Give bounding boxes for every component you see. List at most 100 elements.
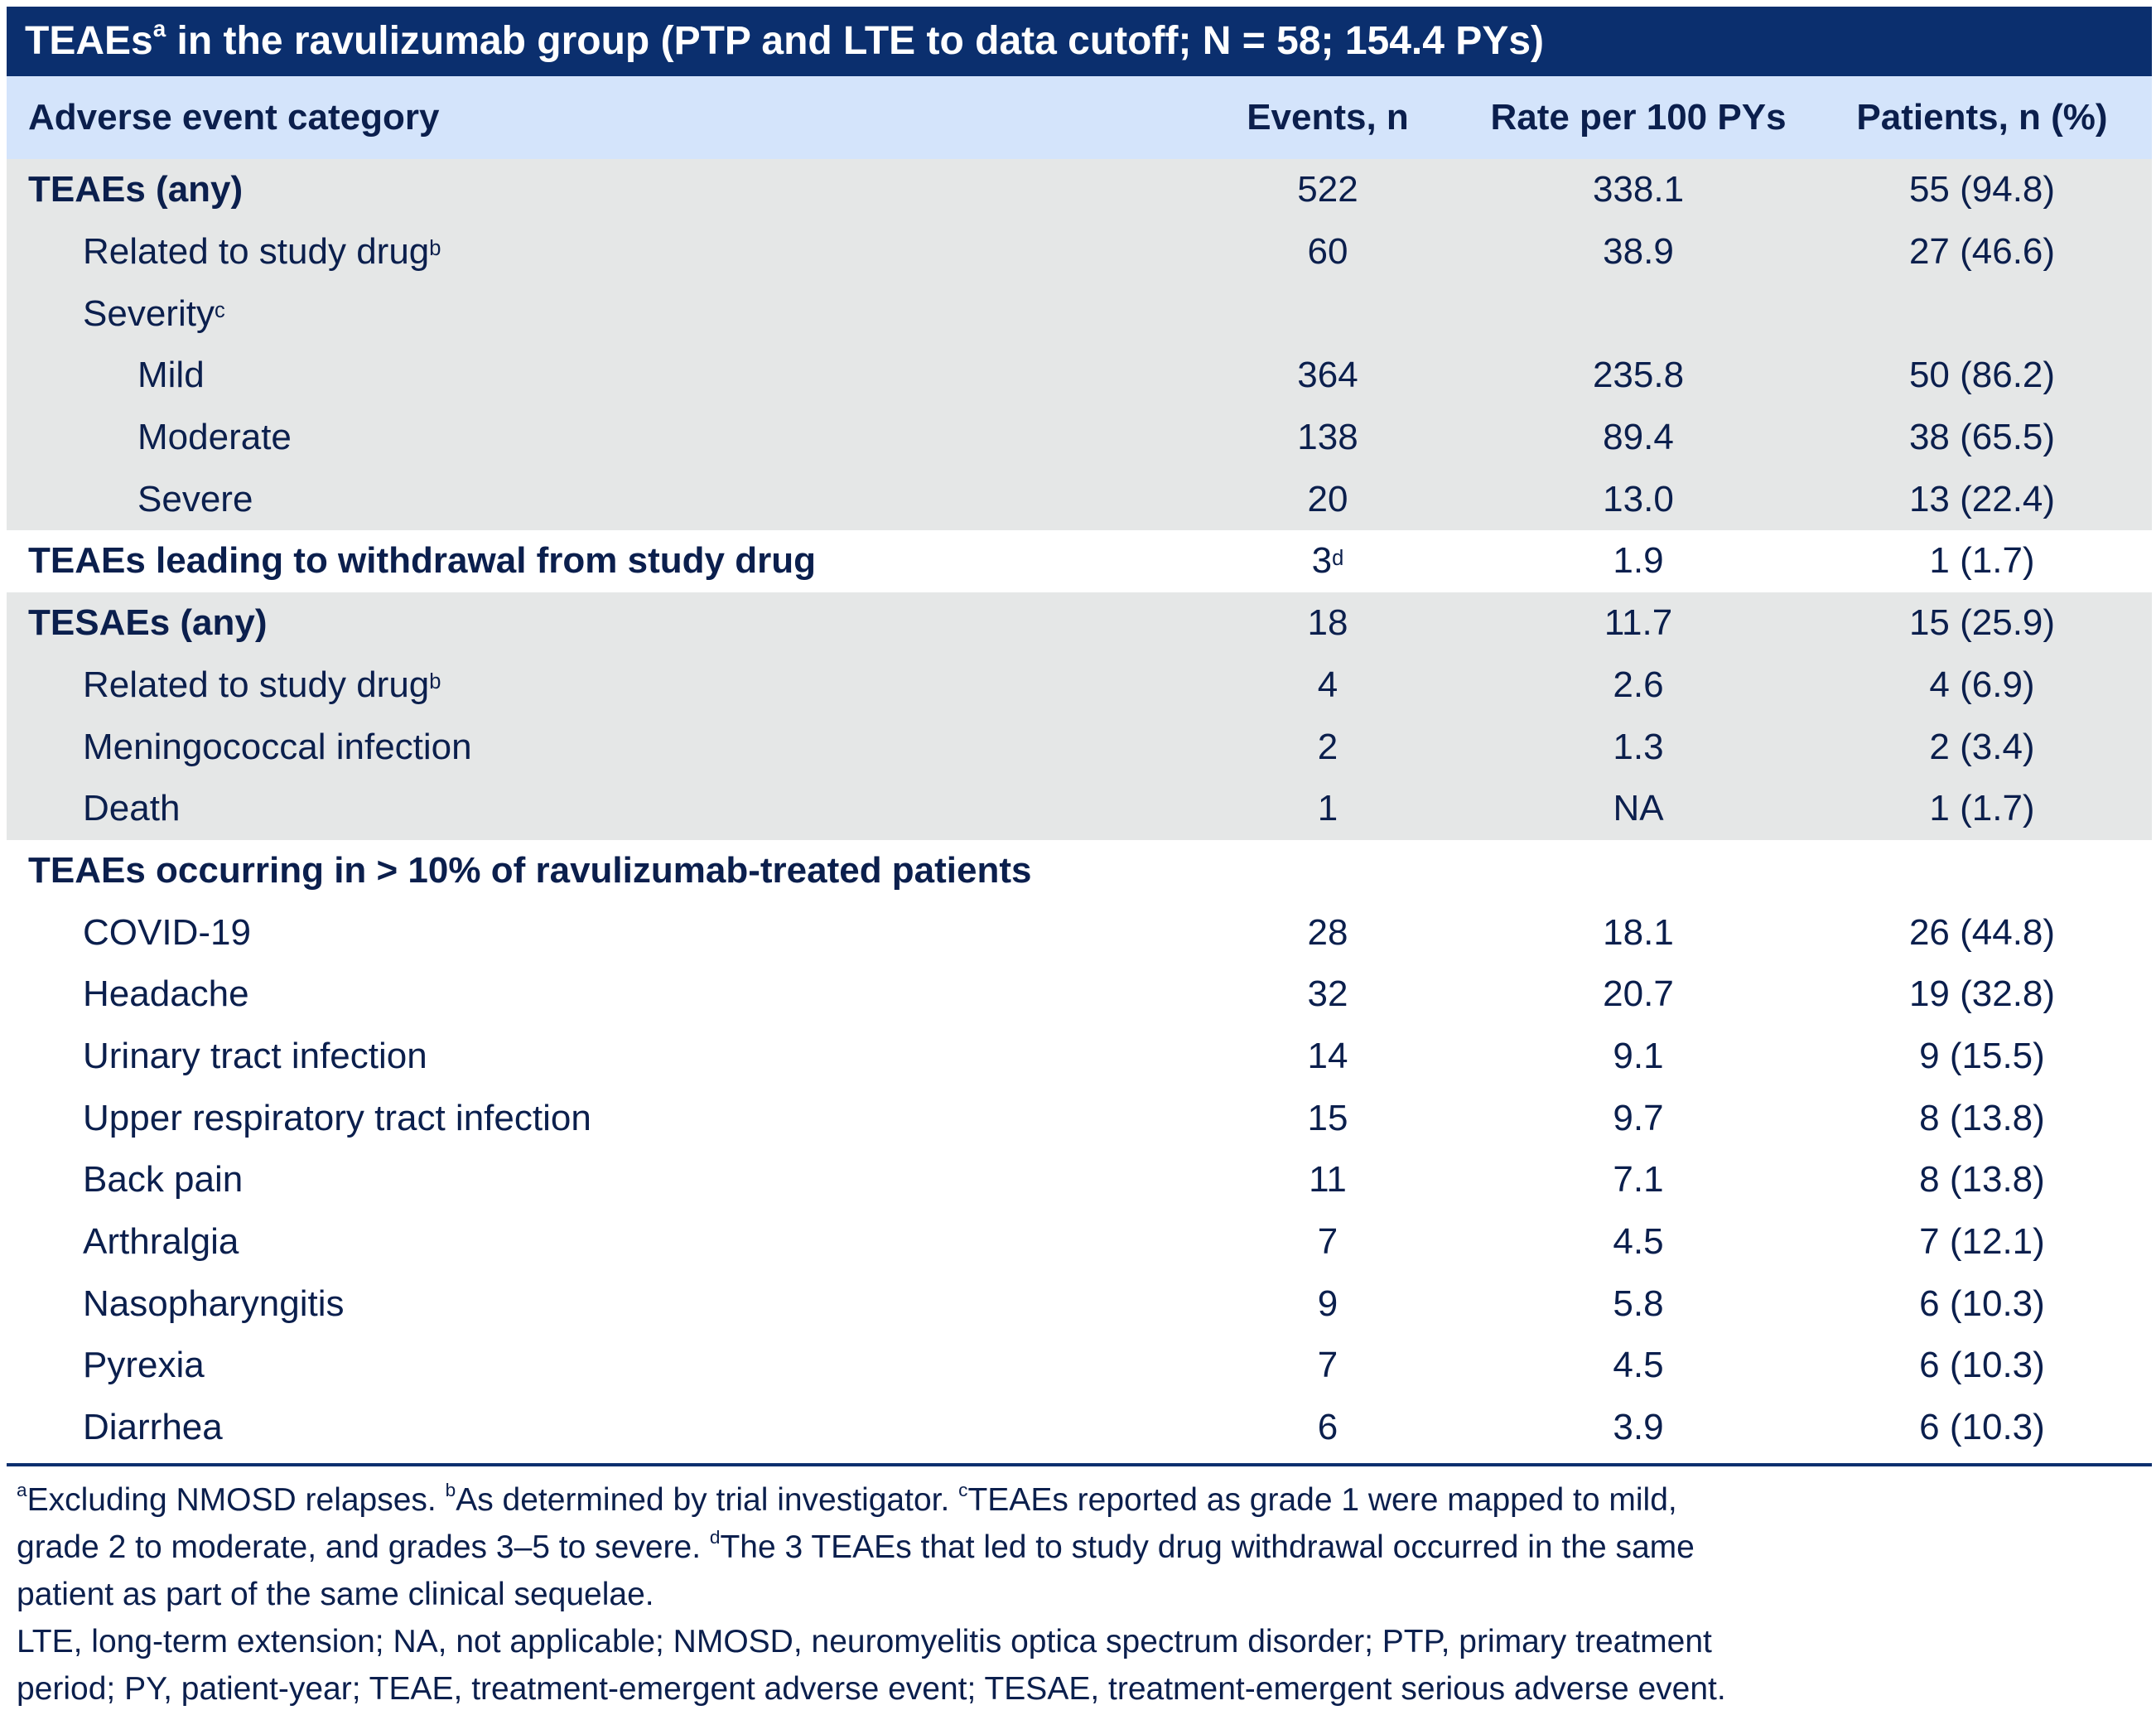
events-value: 1 — [1317, 788, 1338, 829]
row-label: TEAEs leading to withdrawal from study d… — [28, 530, 816, 592]
cell-patients: 6 (10.3) — [1919, 1283, 2045, 1324]
cell-patients: 1 (1.7) — [1929, 788, 2035, 829]
cell-patients: 4 (6.9) — [1929, 664, 2035, 705]
cell-rate: 11.7 — [1604, 602, 1673, 644]
cell-rate: 89.4 — [1603, 417, 1674, 458]
cell-patients: 9 (15.5) — [1919, 1035, 2045, 1076]
events-value: 20 — [1307, 478, 1348, 519]
events-value: 7 — [1317, 1221, 1338, 1263]
events-value: 522 — [1297, 169, 1358, 210]
row-label: TEAEs (any) — [28, 159, 243, 221]
header-rate: Rate per 100 PYs — [1490, 97, 1787, 138]
column-header-row: Adverse event category Events, n Rate pe… — [7, 76, 2152, 159]
row-label: Severity c — [83, 292, 225, 334]
cell-rate: 20.7 — [1603, 973, 1674, 1015]
cell-events: 522 — [1191, 159, 1464, 221]
table-figure: TEAEsa in the ravulizumab group (PTP and… — [7, 7, 2152, 1713]
cell-patients: 1 (1.7) — [1929, 540, 2035, 582]
table-row: COVID-19 28 18.1 26 (44.8) — [7, 901, 2152, 964]
row-label: Severe — [137, 468, 253, 530]
table-row: Pyrexia 7 4.5 6 (10.3) — [7, 1335, 2152, 1397]
cell-patients: 8 (13.8) — [1919, 1097, 2045, 1138]
cell-rate: 4.5 — [1613, 1345, 1664, 1386]
cell-patients: 55 (94.8) — [1908, 169, 2056, 210]
table-row: Nasopharyngitis 9 5.8 6 (10.3) — [7, 1273, 2152, 1335]
row-label: Arthralgia — [83, 1211, 239, 1273]
table-row: Moderate 138 89.4 38 (65.5) — [7, 406, 2152, 469]
events-value: 15 — [1307, 1097, 1348, 1138]
cell-rate: NA — [1613, 788, 1664, 829]
row-label-text: Headache — [83, 973, 249, 1015]
events-value: 364 — [1297, 355, 1358, 396]
row-label: Urinary tract infection — [83, 1026, 427, 1088]
cell-rate: 9.7 — [1613, 1097, 1664, 1138]
row-label: Moderate — [137, 407, 292, 469]
footnote-d-line1: The 3 TEAEs that led to study drug withd… — [720, 1529, 1695, 1566]
cell-patients: 19 (32.8) — [1908, 973, 2056, 1015]
table-row: Headache 32 20.7 19 (32.8) — [7, 964, 2152, 1026]
row-label: Diarrhea — [83, 1397, 223, 1459]
cell-rate: 9.1 — [1613, 1035, 1664, 1076]
row-label: Mild — [137, 345, 205, 407]
cell-patients: 2 (3.4) — [1929, 726, 2035, 767]
footnote-c-line1: TEAEs reported as grade 1 were mapped to… — [967, 1482, 1677, 1519]
row-label-text: Upper respiratory tract infection — [83, 1097, 591, 1138]
row-label-text: Pyrexia — [83, 1345, 205, 1386]
title-pre: TEAEs — [25, 19, 153, 63]
table-row: Meningococcal infection 2 1.3 2 (3.4) — [7, 716, 2152, 778]
cell-rate: 7.1 — [1613, 1159, 1664, 1200]
table-title: TEAEsa in the ravulizumab group (PTP and… — [7, 7, 2152, 76]
cell-events: 11 — [1191, 1149, 1464, 1211]
table-row: TESAEs (any) 18 11.7 15 (25.9) — [7, 592, 2152, 655]
cell-rate: 3.9 — [1613, 1407, 1664, 1448]
cell-events — [1191, 283, 1464, 345]
events-value: 14 — [1307, 1035, 1348, 1076]
footnote-paragraph: aExcluding NMOSD relapses. bAs determine… — [17, 1476, 2152, 1618]
row-label: Upper respiratory tract infection — [83, 1087, 591, 1149]
row-label: Related to study drug b — [83, 231, 441, 273]
row-label-text: Severe — [137, 478, 253, 519]
row-label-text: Related to study drug — [83, 231, 430, 273]
row-label: Meningococcal infection — [83, 716, 472, 778]
cell-patients: 8 (13.8) — [1919, 1159, 2045, 1200]
cell-rate: 5.8 — [1613, 1283, 1664, 1324]
row-label: COVID-19 — [83, 901, 251, 964]
cell-events — [1191, 840, 1464, 902]
events-value: 6 — [1317, 1407, 1338, 1448]
row-label-text: TESAEs (any) — [28, 602, 268, 644]
row-label: Nasopharyngitis — [83, 1273, 345, 1335]
header-events: Events, n — [1247, 97, 1409, 138]
cell-events: 2 — [1191, 716, 1464, 778]
cell-patients: 6 (10.3) — [1919, 1345, 2045, 1386]
cell-patients: 27 (46.6) — [1908, 231, 2056, 273]
events-value: 7 — [1317, 1345, 1338, 1386]
row-label-text: COVID-19 — [83, 911, 251, 953]
cell-events: 32 — [1191, 964, 1464, 1026]
cell-rate: 1.3 — [1613, 726, 1664, 767]
row-label-text: TEAEs leading to withdrawal from study d… — [28, 540, 816, 582]
row-label-text: TEAEs occurring in > 10% of ravulizumab-… — [28, 849, 1032, 891]
cell-rate: 18.1 — [1603, 911, 1674, 953]
cell-events: 7 — [1191, 1211, 1464, 1273]
events-value: 60 — [1307, 231, 1348, 273]
row-label: Back pain — [83, 1149, 243, 1211]
cell-rate: 13.0 — [1603, 478, 1674, 519]
table-row: Arthralgia 7 4.5 7 (12.1) — [7, 1211, 2152, 1273]
table-row: Related to study drug b 60 38.9 27 (46.6) — [7, 220, 2152, 283]
table-row: TEAEs leading to withdrawal from study d… — [7, 530, 2152, 592]
bottom-rule — [7, 1463, 2152, 1467]
cell-rate: 38.9 — [1603, 231, 1674, 273]
abbreviations: LTE, long-term extension; NA, not applic… — [17, 1618, 2152, 1713]
cell-rate: 1.9 — [1613, 540, 1664, 582]
cell-patients: 7 (12.1) — [1919, 1221, 2045, 1263]
cell-rate: 235.8 — [1592, 355, 1685, 396]
footnote-a: Excluding NMOSD relapses. — [27, 1482, 446, 1519]
events-value: 2 — [1317, 726, 1338, 767]
cell-events: 1 — [1191, 778, 1464, 840]
cell-patients: 13 (22.4) — [1908, 478, 2056, 519]
cell-events: 28 — [1191, 901, 1464, 964]
abbreviations-line1: LTE, long-term extension; NA, not applic… — [17, 1624, 1712, 1660]
cell-events: 20 — [1191, 468, 1464, 530]
header-category: Adverse event category — [28, 97, 440, 138]
cell-patients: 38 (65.5) — [1908, 417, 2056, 458]
